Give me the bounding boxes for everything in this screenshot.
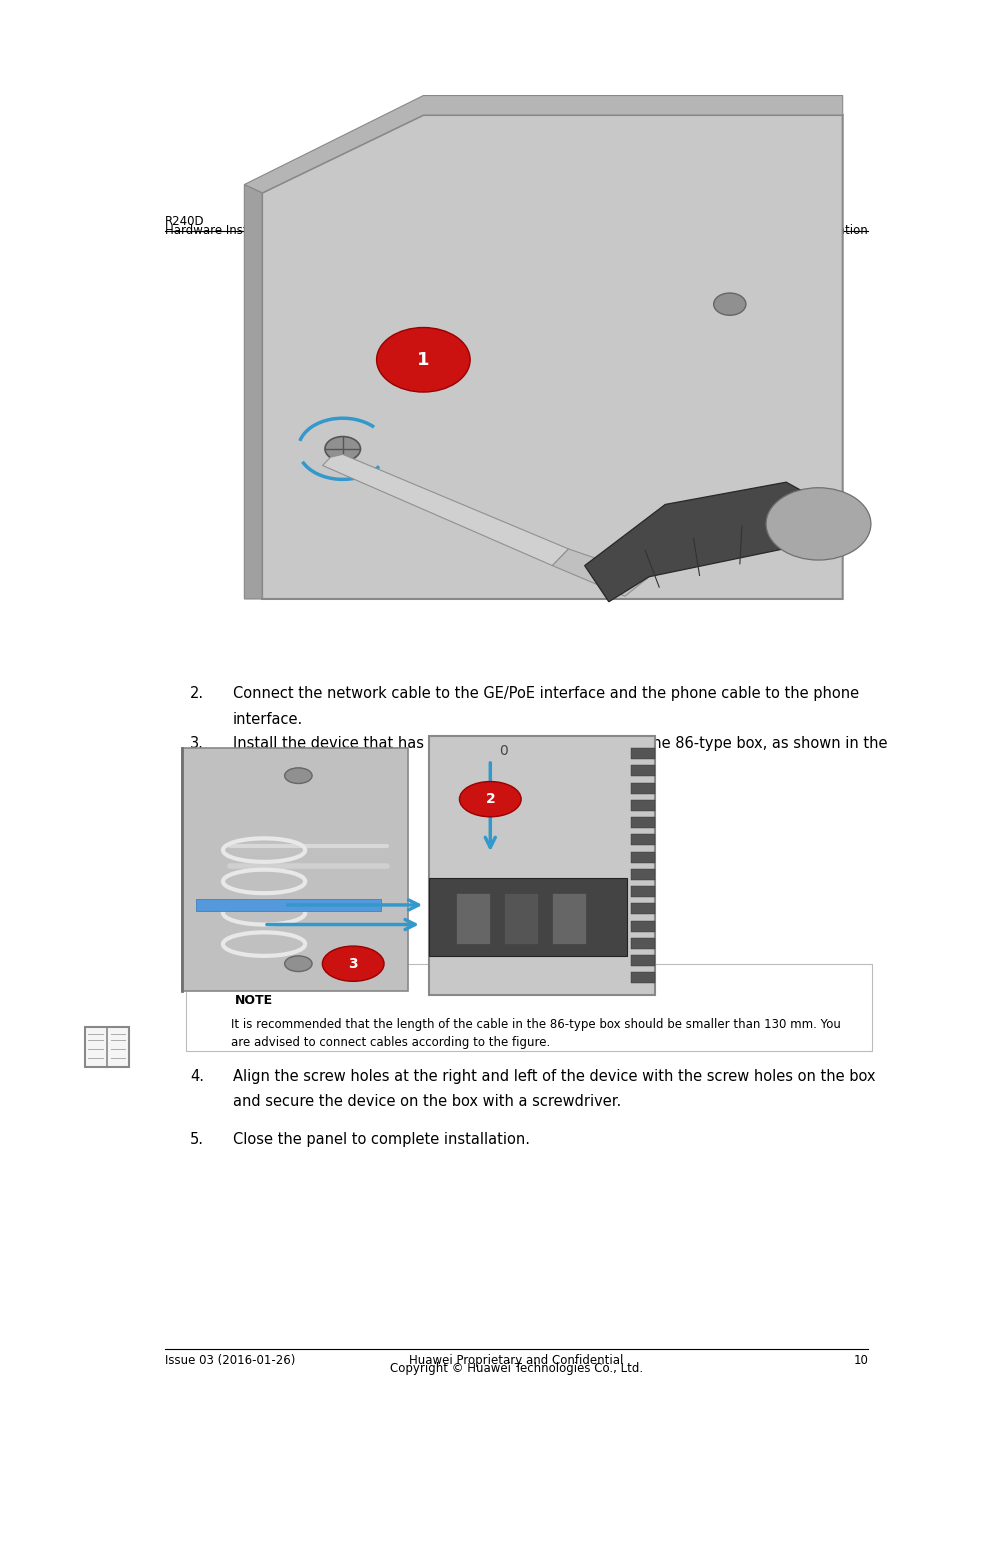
Polygon shape xyxy=(631,921,655,931)
Text: R240D: R240D xyxy=(165,215,205,229)
Polygon shape xyxy=(262,114,843,599)
Text: 1: 1 xyxy=(417,351,429,368)
Text: 5.: 5. xyxy=(191,1131,204,1147)
Polygon shape xyxy=(85,1026,129,1067)
Circle shape xyxy=(325,437,361,461)
Text: Close the panel to complete installation.: Close the panel to complete installation… xyxy=(233,1131,530,1147)
Text: 2 AP Installation: 2 AP Installation xyxy=(772,224,868,237)
Text: interface.: interface. xyxy=(233,711,303,727)
Text: 3.: 3. xyxy=(191,736,204,751)
Polygon shape xyxy=(631,799,655,812)
Polygon shape xyxy=(631,954,655,965)
Polygon shape xyxy=(456,893,490,943)
Circle shape xyxy=(714,293,746,315)
Polygon shape xyxy=(631,868,655,879)
Circle shape xyxy=(377,328,470,392)
Text: are advised to connect cables according to the figure.: are advised to connect cables according … xyxy=(232,1036,550,1050)
Text: Copyright © Huawei Technologies Co., Ltd.: Copyright © Huawei Technologies Co., Ltd… xyxy=(390,1362,643,1376)
Text: and secure the device on the box with a screwdriver.: and secure the device on the box with a … xyxy=(233,1094,621,1109)
Text: 0: 0 xyxy=(500,744,508,758)
Polygon shape xyxy=(631,818,655,827)
Polygon shape xyxy=(244,185,262,599)
Polygon shape xyxy=(585,483,827,602)
Polygon shape xyxy=(196,899,381,910)
Text: Connect the network cable to the GE/PoE interface and the phone cable to the pho: Connect the network cable to the GE/PoE … xyxy=(233,686,859,702)
Text: Install the device that has cables properly connected to the 86-type box, as sho: Install the device that has cables prope… xyxy=(233,736,887,751)
Text: It is recommended that the length of the cable in the 86-type box should be smal: It is recommended that the length of the… xyxy=(232,1019,842,1031)
Polygon shape xyxy=(631,834,655,846)
Text: Huawei Proprietary and Confidential: Huawei Proprietary and Confidential xyxy=(409,1354,624,1366)
Text: 3: 3 xyxy=(349,957,358,970)
Text: NOTE: NOTE xyxy=(236,993,273,1008)
Polygon shape xyxy=(631,903,655,915)
Text: following figure.: following figure. xyxy=(233,762,351,776)
Polygon shape xyxy=(181,749,408,992)
Circle shape xyxy=(284,768,312,784)
Polygon shape xyxy=(552,548,649,595)
Polygon shape xyxy=(552,893,587,943)
Polygon shape xyxy=(631,749,655,760)
Polygon shape xyxy=(244,96,843,193)
Polygon shape xyxy=(323,454,569,566)
Polygon shape xyxy=(428,736,655,995)
Text: Hardware Installation and Maintenance Guide: Hardware Installation and Maintenance Gu… xyxy=(165,224,436,237)
Polygon shape xyxy=(631,937,655,948)
Polygon shape xyxy=(631,887,655,896)
Text: 10: 10 xyxy=(853,1354,868,1366)
Polygon shape xyxy=(631,766,655,777)
Circle shape xyxy=(323,946,384,981)
FancyBboxPatch shape xyxy=(186,964,872,1051)
Text: 2.: 2. xyxy=(191,686,205,702)
Text: 2: 2 xyxy=(486,793,495,805)
Polygon shape xyxy=(631,972,655,984)
Circle shape xyxy=(284,956,312,972)
Polygon shape xyxy=(631,784,655,793)
Text: Issue 03 (2016-01-26): Issue 03 (2016-01-26) xyxy=(165,1354,295,1366)
Circle shape xyxy=(766,487,871,559)
Polygon shape xyxy=(428,878,627,956)
Text: 4.: 4. xyxy=(191,1069,204,1084)
Polygon shape xyxy=(504,893,538,943)
Circle shape xyxy=(460,782,521,816)
Text: Align the screw holes at the right and left of the device with the screw holes o: Align the screw holes at the right and l… xyxy=(233,1069,876,1084)
Polygon shape xyxy=(631,852,655,862)
